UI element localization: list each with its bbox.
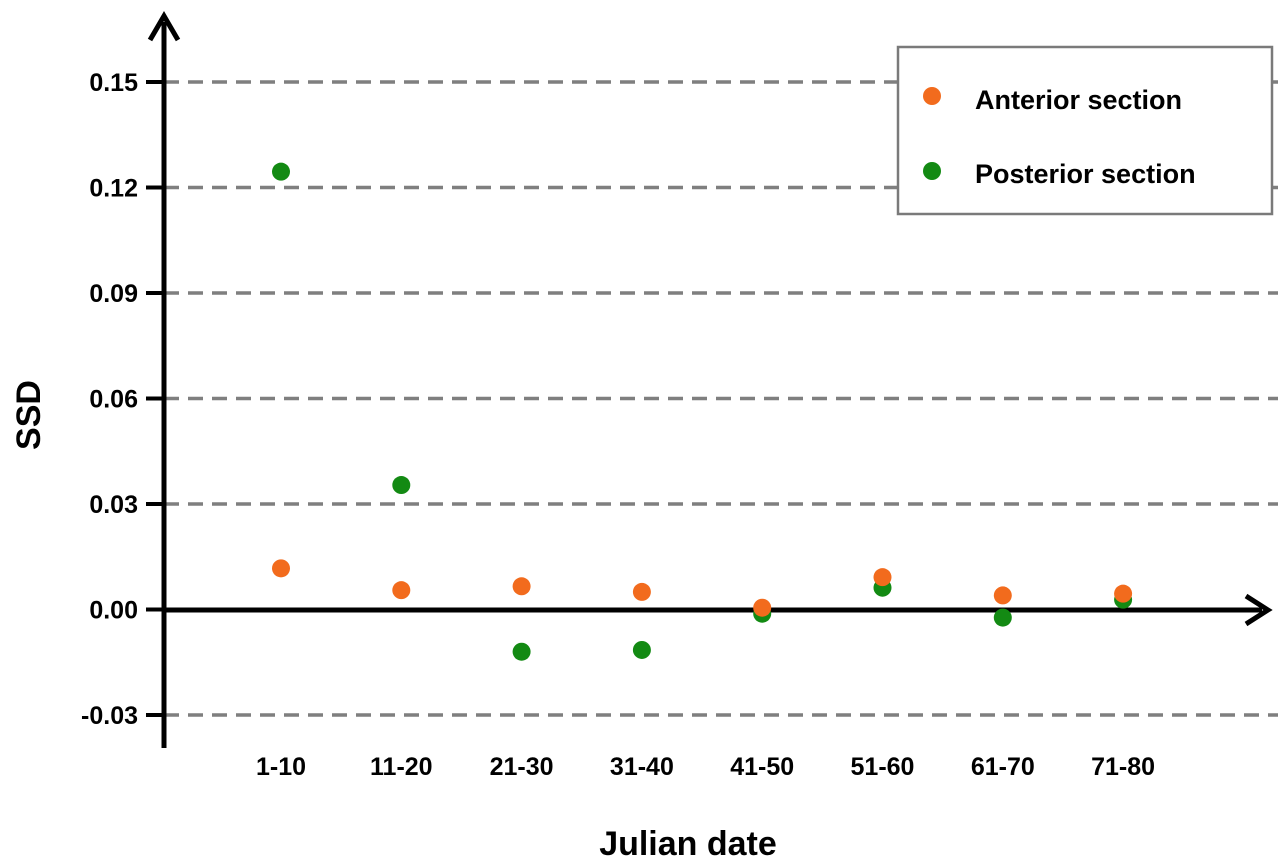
anterior-point xyxy=(632,582,651,601)
y-tick-label: -0.03 xyxy=(81,702,138,730)
y-tick-label: 0.03 xyxy=(89,491,138,519)
x-tick-label: 61-70 xyxy=(971,753,1035,781)
posterior-point xyxy=(272,162,290,181)
y-tick-label: 0.06 xyxy=(89,386,138,414)
y-tick-labels: 0.15 0.12 0.09 0.06 0.03 0.00 -0.03 xyxy=(81,69,164,730)
gridlines xyxy=(164,80,1278,717)
legend-marker-anterior xyxy=(923,87,941,105)
x-tick-label: 1-10 xyxy=(256,753,306,781)
y-axis-title: SSD xyxy=(10,380,48,450)
posterior-point xyxy=(392,476,411,495)
posterior-point xyxy=(993,608,1012,627)
y-tick-label: 0.00 xyxy=(89,597,138,625)
x-tick-label: 41-50 xyxy=(730,753,794,781)
x-tick-label: 71-80 xyxy=(1091,753,1155,781)
anterior-point xyxy=(512,577,531,596)
legend: Anterior section Posterior section xyxy=(896,45,1274,216)
x-tick-label: 21-30 xyxy=(490,753,554,781)
x-axis-title: Julian date xyxy=(599,825,777,860)
anterior-point xyxy=(753,598,772,617)
y-tick-label: 0.12 xyxy=(89,175,138,203)
x-axis-arrow-icon xyxy=(1244,593,1273,627)
anterior-point xyxy=(272,559,290,578)
y-axis-arrow-icon xyxy=(147,11,181,42)
y-tick-label: 0.09 xyxy=(89,280,138,308)
anterior-point xyxy=(392,581,411,600)
anterior-point xyxy=(873,568,892,587)
posterior-point xyxy=(632,640,651,659)
legend-marker-posterior xyxy=(923,162,941,180)
x-tick-label: 31-40 xyxy=(610,753,674,781)
legend-label-anterior: Anterior section xyxy=(975,85,1182,115)
data-points xyxy=(272,162,1133,661)
legend-box xyxy=(896,45,1274,216)
x-tick-label: 11-20 xyxy=(370,753,433,781)
anterior-point xyxy=(993,586,1012,605)
axes xyxy=(147,11,1273,748)
x-tick-labels: 1-10 11-20 21-30 31-40 41-50 51-60 61-70 71-80 xyxy=(256,753,1155,781)
posterior-point xyxy=(512,642,531,661)
anterior-point xyxy=(1114,584,1133,603)
y-tick-label: 0.15 xyxy=(89,69,138,97)
legend-label-posterior: Posterior section xyxy=(975,159,1196,189)
x-tick-label: 51-60 xyxy=(851,753,915,781)
